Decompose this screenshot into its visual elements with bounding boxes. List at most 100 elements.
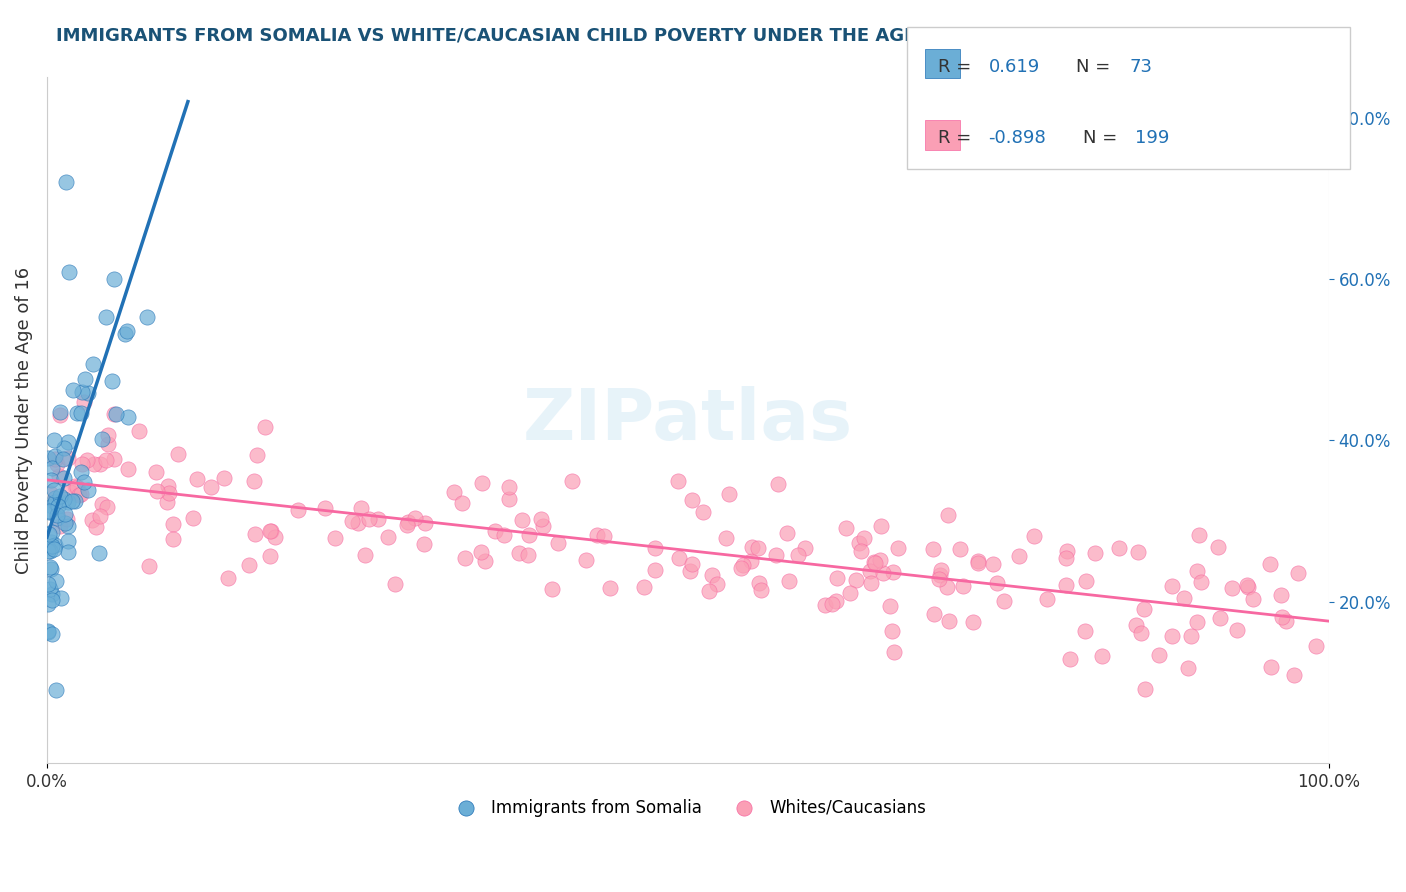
Point xyxy=(1133,681,1156,696)
Point xyxy=(37,597,59,611)
Point xyxy=(517,528,540,542)
Y-axis label: Child Poverty Under the Age of 16: Child Poverty Under the Age of 16 xyxy=(15,267,32,574)
Point xyxy=(56,519,79,533)
Point xyxy=(967,556,990,570)
Point xyxy=(1090,648,1112,663)
Point xyxy=(1108,541,1130,555)
Point xyxy=(574,553,596,567)
Point xyxy=(845,573,868,587)
Point xyxy=(692,505,714,519)
Point xyxy=(766,477,789,491)
Point xyxy=(838,585,860,599)
Point xyxy=(474,553,496,567)
Point xyxy=(887,541,910,556)
Text: IMMIGRANTS FROM SOMALIA VS WHITE/CAUCASIAN CHILD POVERTY UNDER THE AGE OF 16 COR: IMMIGRANTS FROM SOMALIA VS WHITE/CAUCASI… xyxy=(56,27,1204,45)
Point xyxy=(1008,549,1031,564)
Point xyxy=(53,507,76,521)
Point xyxy=(1125,617,1147,632)
Point xyxy=(1056,544,1078,558)
Point xyxy=(470,545,492,559)
Point xyxy=(38,543,60,558)
Point xyxy=(117,410,139,425)
Point xyxy=(1129,625,1152,640)
Point xyxy=(89,508,111,523)
Point xyxy=(44,452,66,467)
Point xyxy=(793,541,815,555)
Point xyxy=(146,483,169,498)
Point xyxy=(928,568,950,582)
Point xyxy=(450,496,472,510)
Point xyxy=(37,541,59,555)
Point xyxy=(103,452,125,467)
Point xyxy=(1132,602,1154,616)
Point xyxy=(58,533,80,548)
Point xyxy=(145,465,167,479)
Point xyxy=(778,574,800,589)
Point xyxy=(44,682,66,697)
Point xyxy=(592,529,614,543)
Point xyxy=(1054,578,1077,592)
Point xyxy=(644,541,666,556)
Point xyxy=(966,554,988,568)
Point xyxy=(87,546,110,560)
Text: N =: N = xyxy=(1076,58,1115,76)
Point xyxy=(863,556,886,570)
Text: -0.898: -0.898 xyxy=(988,129,1046,147)
Point xyxy=(96,500,118,514)
Text: 73: 73 xyxy=(1129,58,1152,76)
Point xyxy=(96,453,118,467)
Point xyxy=(44,483,66,497)
Point xyxy=(103,407,125,421)
Point xyxy=(259,549,281,564)
Point xyxy=(62,383,84,397)
Point xyxy=(56,451,79,466)
Point xyxy=(1270,588,1292,602)
Point xyxy=(103,272,125,286)
Point xyxy=(516,548,538,562)
Point xyxy=(186,473,208,487)
Point xyxy=(700,568,723,582)
Point xyxy=(349,500,371,515)
Point xyxy=(83,457,105,471)
Point xyxy=(69,487,91,501)
Point xyxy=(949,541,972,556)
Point xyxy=(41,593,63,607)
Point xyxy=(492,528,515,542)
Point xyxy=(730,561,752,575)
Text: N =: N = xyxy=(1083,129,1122,147)
Point xyxy=(1073,624,1095,638)
Point xyxy=(55,175,77,189)
Point xyxy=(706,577,728,591)
Point xyxy=(56,545,79,559)
Point xyxy=(38,504,60,518)
Point xyxy=(882,566,904,580)
Point xyxy=(938,614,960,628)
Point xyxy=(1236,578,1258,592)
Point xyxy=(922,541,945,556)
Point xyxy=(681,493,703,508)
Point xyxy=(776,526,799,541)
Point xyxy=(498,491,520,506)
Point xyxy=(238,558,260,573)
Point xyxy=(1286,566,1309,580)
Point xyxy=(668,551,690,566)
Point xyxy=(853,531,876,545)
Point xyxy=(117,324,139,338)
Point xyxy=(42,433,65,447)
Point xyxy=(936,508,959,522)
Point xyxy=(787,548,810,562)
Point xyxy=(217,571,239,585)
Point xyxy=(747,541,769,555)
Point xyxy=(1059,652,1081,666)
Point xyxy=(883,645,905,659)
Point xyxy=(859,564,882,578)
Point xyxy=(1236,580,1258,594)
Point xyxy=(981,557,1004,571)
Point xyxy=(46,511,69,525)
Point xyxy=(1173,591,1195,605)
Point xyxy=(1180,629,1202,643)
Point xyxy=(993,594,1015,608)
Point xyxy=(89,457,111,471)
Point xyxy=(510,513,533,527)
Point xyxy=(749,582,772,597)
